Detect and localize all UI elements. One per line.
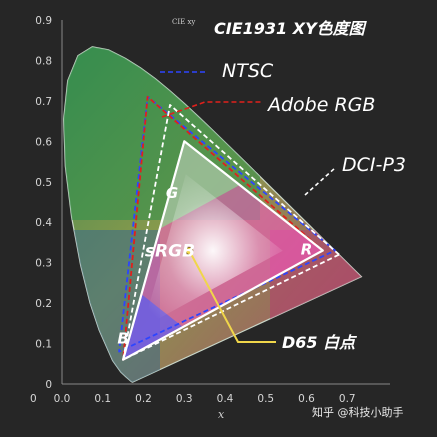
gamut-outlines: [118, 95, 340, 361]
dci-p3-leader-line: [304, 167, 336, 196]
chart-subtitle: CIE xy: [172, 18, 195, 26]
y-tick-label-5: 0.5: [35, 177, 52, 189]
y-tick-label-4: 0.4: [35, 217, 52, 229]
y-tick-labels: 0 0.1 0.2 0.3 0.4 0.5 0.6 0.7 0.8 0.9: [35, 15, 52, 391]
x-tick-label-0: 0.0: [54, 393, 71, 405]
srgb-gamut-outline: [122, 140, 324, 361]
vertex-label-g: G: [166, 184, 178, 202]
vertex-label-b: B: [117, 330, 128, 348]
x-tick-label-1: 0.1: [94, 393, 111, 405]
watermark: 知乎 @科技小助手: [312, 405, 404, 419]
dci-p3-label: DCI-P3: [342, 154, 406, 176]
y-tick-label-8: 0.8: [35, 55, 52, 67]
y-tick-label-7: 0.7: [35, 96, 52, 108]
srgb-blue-corner: [123, 294, 183, 360]
d65-label: D65 白点: [282, 333, 357, 352]
srgb-inner-label: sRGB: [145, 242, 195, 262]
x-tick-label-6: 0.6: [298, 393, 315, 405]
adobe-rgb-leader-line: [161, 101, 262, 118]
origin-label: 0: [30, 393, 37, 405]
y-tick-label-3: 0.3: [35, 258, 52, 270]
x-tick-labels: 0.0 0.1 0.2 0.3 0.4 0.5 0.6 0.7: [54, 393, 356, 405]
adobe-rgb-label: Adobe RGB: [266, 94, 375, 116]
vertex-label-r: R: [301, 241, 313, 259]
chart-title: CIE1931 XY色度图: [214, 19, 368, 38]
x-tick-label-7: 0.7: [339, 393, 356, 405]
x-tick-label-4: 0.4: [217, 393, 234, 405]
x-tick-label-2: 0.2: [135, 393, 152, 405]
x-tick-label-5: 0.5: [257, 393, 274, 405]
x-axis-title: x: [218, 408, 225, 421]
y-tick-label-2: 0.2: [35, 298, 52, 310]
srgb-gamut: [123, 141, 323, 360]
srgb-white-glow: [143, 174, 283, 328]
y-tick-label-1: 0.1: [35, 339, 52, 351]
ntsc-label: NTSC: [222, 60, 274, 82]
y-tick-label-6: 0.6: [35, 136, 52, 148]
callout-lines: [160, 71, 336, 343]
y-tick-label-0: 0: [45, 379, 52, 391]
x-tick-label-3: 0.3: [176, 393, 193, 405]
d65-leader-line: [188, 250, 276, 343]
dci-p3-gamut-outline: [122, 104, 340, 361]
y-tick-label-9: 0.9: [35, 15, 52, 27]
ntsc-gamut-outline: [118, 95, 336, 353]
d65-white-point: [185, 247, 194, 255]
